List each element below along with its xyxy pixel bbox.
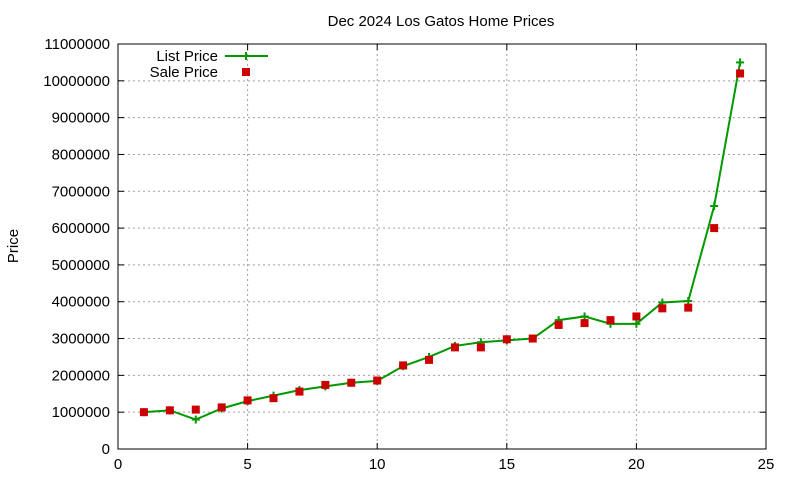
data-point-sale-price — [295, 387, 304, 396]
data-point-sale-price — [710, 224, 719, 233]
data-point-list-price — [710, 202, 719, 210]
data-point-sale-price — [476, 343, 485, 352]
data-point-sale-price — [191, 405, 200, 414]
y-tick-label: 8000000 — [52, 146, 110, 163]
data-point-sale-price — [243, 396, 252, 405]
data-point-sale-price — [658, 304, 667, 313]
x-tick-label: 15 — [498, 456, 515, 473]
legend-label-list-price: List Price — [156, 48, 218, 65]
data-point-sale-price — [425, 355, 434, 364]
data-point-sale-price — [736, 69, 745, 78]
data-point-sale-price — [450, 343, 459, 352]
x-axis-tick-labels: 0 5 10 15 20 25 — [114, 456, 775, 473]
y-tick-label: 6000000 — [52, 220, 110, 237]
data-point-sale-price — [217, 403, 226, 412]
legend-marker-sale-price — [242, 68, 250, 76]
y-axis-tick-labels: 0 1000000 2000000 3000000 4000000 5000000 6000… — [43, 36, 110, 458]
y-tick-label: 5000000 — [52, 257, 110, 274]
data-point-list-price — [191, 415, 200, 424]
grid — [118, 44, 766, 449]
y-tick-label: 4000000 — [52, 294, 110, 311]
data-point-sale-price — [269, 394, 278, 403]
data-point-list-price — [632, 319, 641, 328]
data-point-sale-price — [606, 316, 615, 325]
series-layer — [139, 58, 745, 424]
y-axis-label: Price — [5, 229, 22, 263]
chart-title: Dec 2024 Los Gatos Home Prices — [328, 13, 555, 30]
plot-frame — [117, 43, 767, 450]
y-tick-label: 10000000 — [43, 73, 110, 90]
data-point-sale-price — [165, 406, 174, 415]
y-tick-label: 1000000 — [52, 404, 110, 421]
y-tick-label: 9000000 — [52, 110, 110, 127]
legend-marker-list-price — [242, 52, 250, 60]
y-tick-label: 7000000 — [52, 183, 110, 200]
data-point-sale-price — [554, 320, 563, 329]
data-point-sale-price — [399, 361, 408, 370]
x-tick-label: 20 — [628, 456, 645, 473]
data-point-sale-price — [347, 378, 356, 387]
data-point-list-price — [736, 58, 745, 67]
y-tick-label: 2000000 — [52, 367, 110, 384]
y-tick-label: 11000000 — [44, 36, 110, 53]
data-point-sale-price — [321, 380, 330, 389]
legend-label-sale-price: Sale Price — [150, 64, 218, 81]
data-point-sale-price — [373, 376, 382, 385]
axis-ticks — [117, 43, 767, 450]
y-tick-label: 0 — [102, 441, 110, 458]
data-point-sale-price — [139, 408, 148, 417]
data-point-sale-price — [502, 335, 511, 344]
x-tick-label: 10 — [369, 456, 386, 473]
y-tick-label: 3000000 — [52, 331, 110, 348]
data-point-sale-price — [528, 334, 537, 343]
data-point-sale-price — [684, 303, 693, 312]
legend-sample-sale-price — [242, 68, 250, 76]
data-point-sale-price — [632, 312, 641, 321]
x-tick-label: 25 — [758, 456, 775, 473]
legend: List Price Sale Price — [150, 48, 268, 81]
x-tick-label: 5 — [243, 456, 251, 473]
x-tick-label: 0 — [114, 456, 122, 473]
legend-sample-list-price — [225, 52, 268, 60]
series-line-list-price — [143, 62, 742, 421]
data-point-sale-price — [580, 319, 589, 328]
